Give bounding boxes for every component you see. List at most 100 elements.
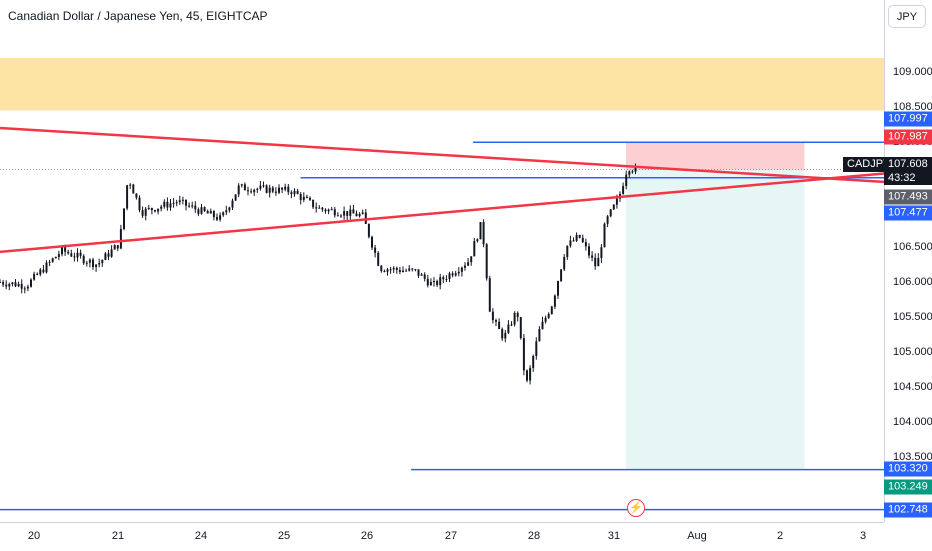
candle-body — [219, 215, 222, 220]
candle-body — [157, 208, 160, 212]
candle-body — [225, 210, 228, 213]
candle-body — [290, 192, 293, 195]
candle-body — [203, 207, 206, 212]
candle-body — [333, 209, 336, 216]
candle-body — [11, 282, 14, 284]
price-tick-label: 108.500 — [893, 101, 932, 113]
time-tick-label: 31 — [607, 530, 621, 542]
candle-body — [188, 205, 191, 207]
supply-zone — [0, 58, 884, 111]
price-badge: 102.748 — [884, 502, 932, 518]
candle-body — [110, 249, 113, 257]
candle-body — [361, 212, 364, 214]
candle-body — [284, 186, 287, 190]
candle-body — [293, 190, 296, 195]
candle-body — [265, 185, 268, 193]
candle-body — [327, 209, 330, 212]
candle-body — [138, 197, 141, 211]
candle-body — [206, 211, 209, 214]
candle-body — [398, 269, 401, 273]
candle-body — [513, 312, 516, 325]
chart-plot-area[interactable] — [0, 0, 884, 522]
candle-body — [116, 245, 119, 249]
candle-body — [253, 189, 256, 193]
candle-body — [473, 241, 476, 257]
current-price-badge: 107.608 43:32 — [884, 157, 932, 185]
candle-body — [281, 187, 284, 190]
candle-body — [386, 269, 389, 272]
candle-body — [104, 253, 107, 260]
candle-body — [54, 256, 57, 259]
candle-body — [591, 255, 594, 258]
candle-body — [498, 321, 501, 330]
candle-body — [123, 208, 125, 229]
candle-body — [8, 283, 11, 287]
currency-button[interactable]: JPY — [888, 5, 926, 28]
candle-body — [51, 258, 54, 262]
candle-body — [64, 246, 67, 252]
time-axis[interactable] — [0, 522, 884, 551]
candle-body — [129, 184, 132, 186]
candle-body — [470, 256, 473, 263]
candle-body — [178, 200, 181, 203]
candle-body — [95, 264, 98, 267]
candle-body — [519, 316, 522, 339]
candle-body — [237, 185, 240, 195]
candle-body — [609, 209, 612, 217]
candle-body — [504, 332, 507, 339]
candle-body — [485, 244, 488, 279]
price-chart[interactable] — [0, 0, 884, 522]
candle-body — [209, 211, 212, 214]
candle-body — [324, 209, 327, 212]
candle-body — [268, 187, 271, 193]
candle-body — [296, 190, 299, 194]
price-badge: 103.249 — [884, 479, 932, 495]
lightning-icon[interactable]: ⚡ — [627, 499, 645, 517]
candle-body — [76, 252, 79, 258]
price-axis[interactable] — [884, 0, 932, 522]
price-tick-label: 105.000 — [893, 346, 932, 358]
candle-body — [240, 184, 243, 186]
candle-body — [464, 265, 466, 268]
candle-body — [321, 207, 324, 210]
candle-body — [247, 190, 249, 192]
time-tick-label: 20 — [27, 530, 41, 542]
candle-body — [343, 211, 346, 216]
candle-body — [200, 207, 203, 214]
candle-body — [526, 370, 528, 381]
candle-body — [144, 208, 147, 216]
candle-body — [194, 205, 197, 210]
candle-body — [175, 202, 178, 204]
candle-body — [166, 201, 169, 208]
candle-body — [588, 246, 590, 256]
candle-body — [20, 283, 23, 289]
candle-body — [126, 185, 129, 209]
candle-body — [553, 295, 556, 307]
candle-body — [414, 269, 417, 271]
candle-body — [222, 212, 225, 216]
candle-body — [243, 184, 246, 191]
candle-body — [212, 211, 215, 218]
candle-body — [169, 203, 172, 208]
candle-body — [336, 215, 339, 217]
candle-body — [23, 288, 26, 290]
candle-body — [408, 268, 411, 271]
candle-body — [352, 209, 355, 214]
time-tick-label: 2 — [776, 530, 784, 542]
candle-body — [501, 329, 504, 339]
candle-body — [79, 252, 82, 256]
candle-body — [395, 267, 398, 270]
candle-body — [625, 174, 628, 187]
candle-body — [584, 242, 587, 247]
price-tick-label: 106.000 — [893, 276, 932, 288]
candle-body — [26, 286, 29, 289]
candle-body — [309, 197, 311, 200]
candle-body — [132, 184, 135, 194]
candle-body — [85, 262, 88, 264]
candle-body — [70, 253, 73, 257]
candle-body — [631, 171, 634, 173]
candle-body — [287, 186, 290, 193]
candle-body — [330, 209, 333, 211]
candle-body — [101, 259, 104, 264]
candle-body — [262, 185, 265, 187]
